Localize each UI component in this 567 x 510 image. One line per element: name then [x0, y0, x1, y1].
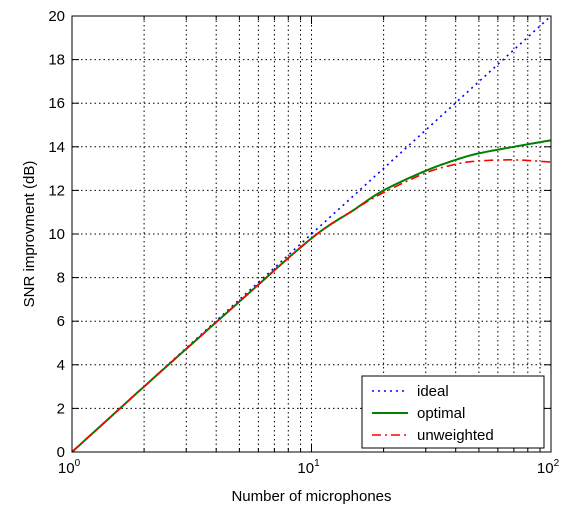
legend: ideal optimal unweighted	[361, 375, 545, 449]
tick-layer: 100 101 102 0 2 4 6 8 10 12 14 16 18 20	[48, 8, 559, 477]
legend-label-unweighted: unweighted	[417, 427, 494, 444]
x-tick-label: 102	[537, 458, 560, 477]
y-axis-label: SNR improvment (dB)	[21, 161, 38, 308]
x-tick-label: 100	[58, 458, 81, 477]
y-tick-label: 0	[57, 444, 65, 461]
y-tick-label: 12	[48, 182, 65, 199]
legend-label-optimal: optimal	[417, 405, 465, 422]
grid	[72, 16, 551, 452]
y-tick-label: 8	[57, 270, 65, 287]
y-tick-label: 16	[48, 95, 65, 112]
y-tick-label: 10	[48, 226, 65, 243]
x-axis-label: Number of microphones	[231, 488, 391, 505]
y-tick-label: 18	[48, 52, 65, 69]
series-layer	[71, 15, 552, 453]
series-line-optimal	[71, 139, 552, 453]
y-tick-label: 14	[48, 139, 65, 156]
y-tick-label: 4	[57, 357, 65, 374]
y-tick-label: 6	[57, 313, 65, 330]
y-tick-label: 2	[57, 400, 65, 417]
legend-label-ideal: ideal	[417, 383, 449, 400]
x-tick-label: 101	[297, 458, 320, 477]
y-tick-label: 20	[48, 8, 65, 25]
series-line-unweighted	[71, 159, 552, 453]
